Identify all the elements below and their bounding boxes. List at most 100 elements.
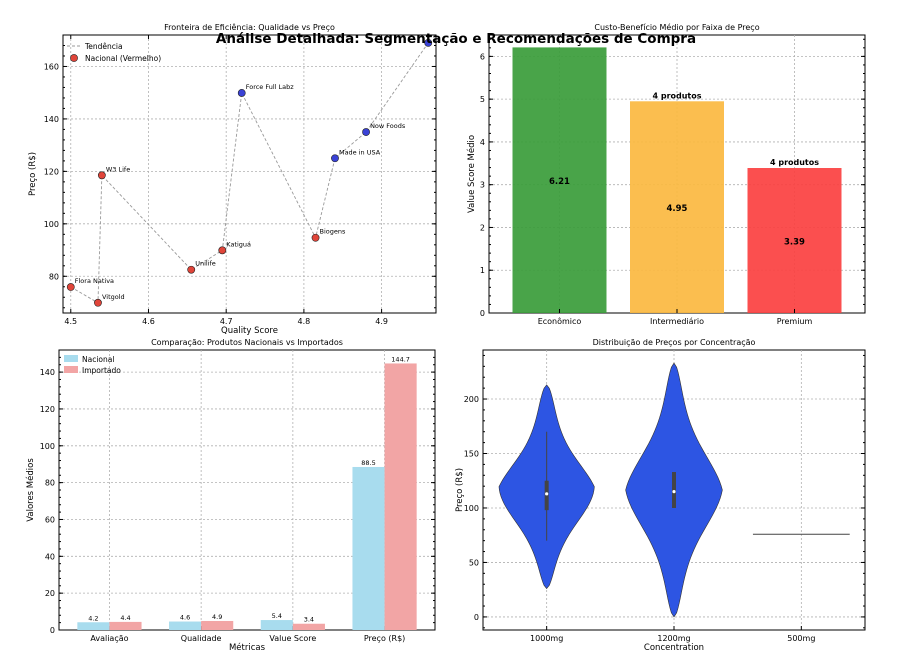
y-tick-label: 200 (464, 395, 479, 404)
bar-count-label: 4 produtos (652, 91, 701, 100)
point-label: W3 Life (106, 165, 130, 173)
scatter-point (187, 265, 196, 274)
y-tick-label: 80 (45, 479, 55, 488)
x-tick-label: 4.5 (64, 317, 77, 326)
y-tick-label: 0 (50, 626, 55, 635)
y-tick-label: 4 (480, 138, 485, 147)
bar-value-label: 4.6 (180, 614, 190, 622)
scatter-point (362, 128, 370, 136)
x-tick-label: Avaliação (90, 634, 128, 643)
violin-iqr-box (672, 472, 676, 508)
y-tick-label: 120 (40, 405, 55, 414)
x-axis-label: Concentration (644, 643, 704, 653)
bar-nacional (77, 622, 110, 630)
y-tick-label: 140 (40, 368, 55, 377)
x-tick-label: Econômico (538, 316, 582, 326)
legend-trend-label: Tendência (84, 42, 123, 51)
point-label: Flora Nativa (75, 277, 114, 285)
legend-swatch-nacional (64, 355, 78, 362)
y-tick-label: 100 (464, 504, 479, 513)
legend-nacional-label: Nacional (Vermelho) (85, 54, 161, 63)
y-tick-label: 100 (44, 220, 59, 229)
y-axis-label: Preço (R$) (28, 152, 38, 196)
point-label: Unilife (195, 260, 216, 268)
legend-nacional-swatch (70, 54, 78, 62)
y-tick-label: 0 (480, 309, 485, 318)
y-tick-label: 6 (480, 52, 485, 61)
y-tick-label: 120 (44, 167, 59, 176)
y-tick-label: 5 (480, 95, 485, 104)
x-tick-label: 4.7 (220, 317, 233, 326)
scatter-point (94, 298, 102, 307)
y-tick-label: 60 (45, 515, 55, 524)
x-tick-label: 1200mg (657, 634, 690, 643)
axes-frame (62, 34, 437, 314)
axes-frame (58, 349, 436, 631)
bar-importado (109, 621, 142, 630)
x-tick-label: Value Score (269, 634, 316, 643)
x-tick-label: Qualidade (181, 634, 222, 643)
y-axis-label: Value Score Médio (466, 135, 477, 213)
y-tick-label: 50 (469, 558, 479, 567)
y-tick-label: 40 (45, 552, 55, 561)
chart-title-4: Distribuição de Preços por Concentração (593, 338, 756, 347)
x-tick-label: 4.8 (298, 317, 311, 326)
legend-label-importado: Importado (82, 366, 121, 375)
bar-nacional (352, 466, 385, 630)
bar-value-label: 5.4 (272, 612, 282, 620)
legend-swatch-importado (64, 366, 78, 373)
bar-Intermediário (630, 101, 724, 314)
x-tick-label: 1000mg (530, 634, 563, 643)
legend-label-nacional: Nacional (82, 355, 114, 364)
violin-median (672, 490, 676, 494)
bar-value-label: 88.5 (361, 459, 375, 467)
x-axis-label: Quality Score (221, 326, 278, 336)
x-tick-label: Preço (R$) (364, 634, 405, 643)
point-label: Now Foods (370, 122, 406, 130)
scatter-point (331, 154, 339, 163)
bar-Econômico (512, 47, 607, 313)
y-tick-label: 140 (44, 115, 59, 124)
y-axis-label: Valores Médios (25, 458, 36, 522)
x-tick-label: 500mg (787, 634, 815, 643)
bar-importado (292, 623, 325, 630)
bar-value-label: 4.4 (120, 614, 130, 622)
bar-value-label: 4.9 (212, 613, 222, 621)
x-tick-label: Intermediário (650, 317, 704, 326)
bar-value-label: 4.95 (667, 204, 688, 214)
bar-value-label: 3.4 (304, 616, 314, 624)
point-label: Biogens (320, 228, 346, 236)
y-tick-label: 80 (49, 272, 59, 281)
y-tick-label: 100 (40, 442, 55, 451)
x-tick-label: 4.6 (142, 317, 155, 326)
x-axis-label: Métricas (229, 642, 266, 653)
scatter-point (424, 38, 433, 47)
chart-title-3: Comparação: Produtos Nacionais vs Import… (151, 338, 343, 347)
violin-median (545, 492, 549, 496)
point-label: Vitgold (102, 293, 125, 301)
chart-title-2: Custo-Benefício Médio por Faixa de Preço (594, 22, 759, 32)
y-tick-label: 2 (480, 223, 485, 232)
bar-value-label: 144.7 (391, 355, 410, 363)
violin-iqr-box (544, 480, 549, 511)
y-axis-label: Preço (R$) (455, 468, 465, 512)
bar-value-label: 3.39 (784, 238, 805, 248)
bar-value-label: 6.21 (549, 177, 570, 187)
bar-nacional (169, 621, 202, 630)
scatter-point (218, 246, 227, 255)
point-label: Katiguá (226, 240, 251, 248)
bar-importado (201, 620, 234, 630)
y-tick-label: 0 (474, 613, 479, 622)
figure-suptitle: Análise Detalhada: Segmentação e Recomen… (215, 31, 697, 47)
scatter-point (311, 233, 320, 242)
scatter-point (237, 89, 246, 97)
bar-Premium (747, 168, 842, 313)
bar-nacional (260, 620, 293, 630)
x-tick-label: Premium (777, 317, 813, 326)
chart-title-1: Fronteira de Eficiência: Qualidade vs Pr… (164, 22, 335, 32)
x-tick-label: 4.9 (375, 317, 388, 326)
trend-line (70, 42, 429, 304)
y-tick-label: 160 (44, 62, 59, 71)
y-tick-label: 3 (480, 181, 485, 190)
